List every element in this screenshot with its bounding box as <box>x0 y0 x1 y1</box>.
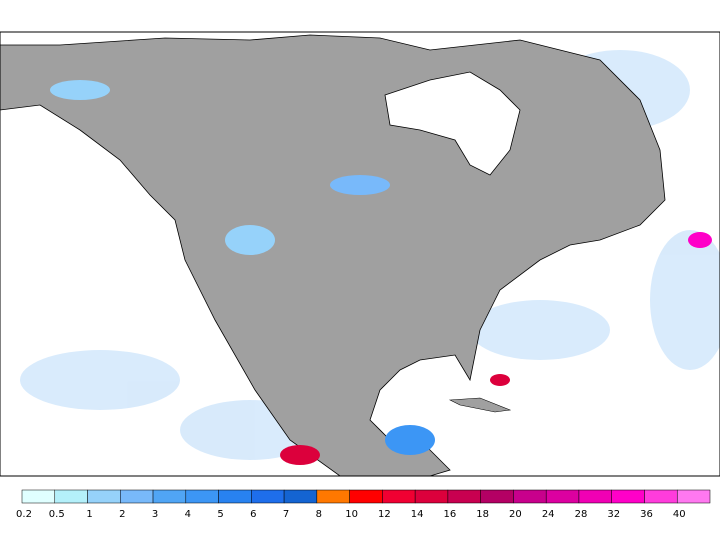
colorbar-label: 0.5 <box>49 509 65 520</box>
colorbar-label: 3 <box>152 509 158 520</box>
colorbar-label: 40 <box>673 509 686 520</box>
colorbar-swatch <box>578 489 612 504</box>
colorbar-label: 20 <box>509 509 522 520</box>
colorbar-label: 5 <box>217 509 223 520</box>
colorbar-label: 10 <box>345 509 358 520</box>
colorbar-swatch <box>21 489 56 504</box>
colorbar-label: 1 <box>86 509 92 520</box>
colorbar-swatch <box>611 489 645 504</box>
colorbar-swatch <box>54 489 88 504</box>
colorbar-label: 7 <box>283 509 289 520</box>
colorbar-label: 16 <box>444 509 457 520</box>
colorbar-swatch <box>152 489 187 504</box>
colorbar-label: 12 <box>378 509 391 520</box>
colorbar-swatch <box>349 489 383 504</box>
colorbar-swatch <box>87 489 121 504</box>
greenland-clear <box>384 71 521 176</box>
colorbar-label: 36 <box>640 509 653 520</box>
colorbar-swatch <box>545 489 580 504</box>
colorbar-label: 0.2 <box>16 509 32 520</box>
colorbar-swatch <box>251 489 285 504</box>
colorbar-swatch <box>382 489 416 504</box>
colorbar-label: 2 <box>119 509 125 520</box>
colorbar-swatch <box>644 489 678 504</box>
colorbar-label: 4 <box>185 509 191 520</box>
colorbar-label: 18 <box>476 509 489 520</box>
map <box>0 31 720 477</box>
colorbar-swatch <box>414 489 449 504</box>
colorbar-swatch <box>283 489 318 504</box>
colorbar-label: 14 <box>411 509 424 520</box>
colorbar-label: 6 <box>250 509 256 520</box>
colorbar-swatch <box>120 489 154 504</box>
colorbar-label: 32 <box>607 509 620 520</box>
colorbar-label: 24 <box>542 509 555 520</box>
colorbar-swatch <box>185 489 219 504</box>
colorbar-swatch <box>676 489 711 504</box>
colorbar-swatch <box>218 489 252 504</box>
colorbar-swatch <box>480 489 514 504</box>
colorbar-swatch <box>447 489 481 504</box>
colorbar-swatch <box>513 489 547 504</box>
colorbar-label: 28 <box>575 509 588 520</box>
land-precip <box>50 80 712 465</box>
map-frame <box>0 31 720 477</box>
colorbar-label: 8 <box>316 509 322 520</box>
cuba <box>448 397 512 413</box>
colorbar: 0.2 0.5 1 2 3 4 5 6 7 8 10 12 14 16 18 20 24 28 32 36 40 <box>16 489 711 520</box>
colorbar-swatch <box>316 489 350 504</box>
